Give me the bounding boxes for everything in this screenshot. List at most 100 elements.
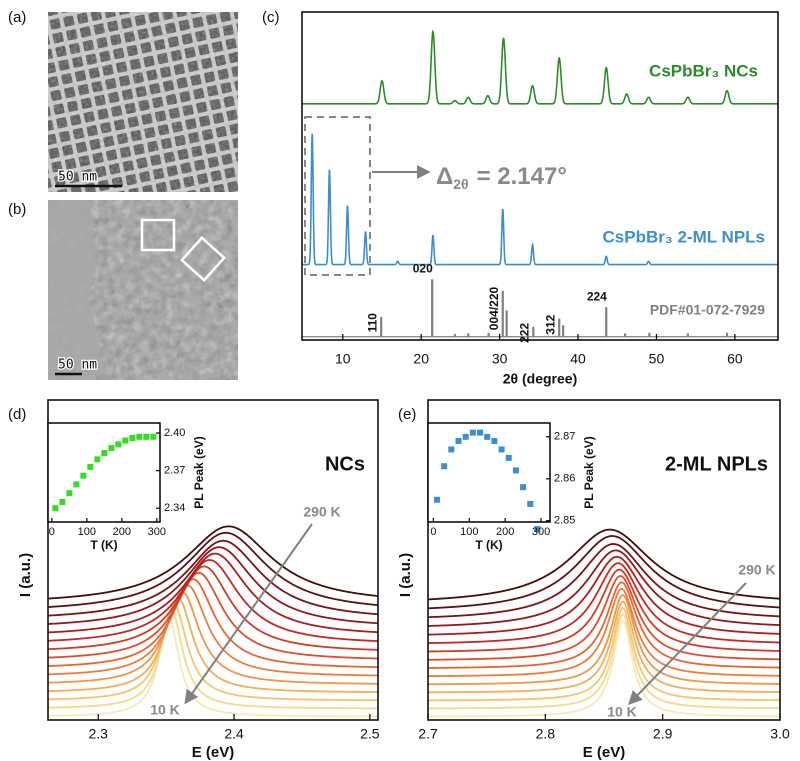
series-label: CsPbBr₃ 2-ML NPLs [603,227,765,246]
data-point [94,456,101,463]
data-point [534,526,541,533]
panel-label: (a) [8,9,26,26]
data-point [87,463,94,470]
spectrum [427,581,781,669]
spectrum [428,613,780,710]
x-axis-label: 2θ (degree) [503,371,577,387]
y-axis-label: PL Peak (eV) [582,436,596,508]
xrd-pattern [302,133,778,266]
spectrum [427,535,781,610]
data-point [469,429,476,436]
x-tick-label: 0 [430,526,436,538]
spectrum [427,549,781,627]
plot-frame [47,399,379,721]
x-tick-label: 50 [649,351,665,367]
x-axis-label: T (K) [475,538,502,552]
spectrum [428,568,781,653]
spectrum [427,587,781,678]
annotation-text: = 2.147° [477,163,567,190]
y-axis-label: PL Peak (eV) [192,436,206,508]
temperature-arrow [628,582,747,706]
data-point [101,450,108,457]
temperature-label: 10 K [607,704,637,720]
x-tick-label: 0 [49,526,55,538]
spectrum [427,575,781,661]
x-tick-label: 2.4 [224,726,244,742]
plot-frame [301,11,779,341]
image-noise [48,12,238,192]
spectrum [427,600,780,694]
zoom-box [304,116,371,276]
highlight-box [140,218,176,252]
x-tick-label: 2.5 [360,726,380,742]
spectrum [427,555,781,636]
data-point [59,498,66,505]
sample-label: 2-ML NPLs [665,453,768,475]
data-point [129,435,136,442]
peak-label: 020 [413,261,433,275]
data-point [80,472,87,479]
x-axis-label: T (K) [90,538,117,552]
peak-label: 004/220 [487,286,501,330]
x-tick-label: 2.3 [89,726,109,742]
data-point [66,490,73,497]
spectrum [47,578,379,668]
data-point [520,484,527,491]
highlight-box [180,236,226,282]
temperature-label: 290 K [738,562,775,578]
data-point [122,437,129,444]
data-point [491,438,498,445]
x-tick-label: 200 [496,526,514,538]
data-point [455,438,462,445]
panel-label: (c) [262,9,280,26]
panel-label: (e) [398,406,416,423]
peak-label: 312 [544,314,558,334]
spectrum [47,539,379,617]
sample-label: NCs [325,453,365,475]
x-tick-label: 3.0 [770,726,790,742]
y-axis-label: I (a.u.) [17,553,34,597]
series-label: PDF#01-072-7929 [650,302,765,318]
inset-frame [47,422,161,523]
peak-label: 222 [518,323,532,343]
data-point [115,441,122,448]
data-point [108,445,115,452]
data-point [441,463,448,470]
spectrum [47,584,378,677]
x-tick-label: 40 [570,351,586,367]
data-point [143,433,150,440]
y-tick-label: 2.85 [554,515,575,527]
tem-image-a [48,12,238,192]
x-tick-label: 100 [78,526,96,538]
y-tick-label: 2.37 [164,465,185,477]
panel-label: (b) [8,201,26,218]
spectrum [47,559,379,642]
inset-frame [427,422,551,523]
y-tick-label: 2.86 [554,473,575,485]
scale-bar-label: 50 nm [58,358,97,373]
x-tick-label: 20 [413,351,429,367]
x-tick-label: 10 [335,351,351,367]
data-point [136,433,143,440]
spectrum [427,543,781,619]
data-point [150,433,157,440]
data-point [448,446,455,453]
spectrum [427,562,781,645]
spectrum [428,607,781,702]
x-tick-label: 30 [492,351,508,367]
x-tick-label: 200 [113,526,131,538]
y-tick-label: 2.34 [164,502,185,514]
annotation-subscript: 2θ [453,176,468,192]
spectrum [47,565,379,651]
spectrum [427,528,781,601]
peak-label: 224 [587,289,607,303]
x-tick-label: 300 [532,526,550,538]
spectrum [428,619,781,718]
inset-background [48,423,160,522]
data-point [505,454,512,461]
spectrum [47,571,379,660]
data-point [433,496,440,503]
plot-frame [427,399,781,721]
